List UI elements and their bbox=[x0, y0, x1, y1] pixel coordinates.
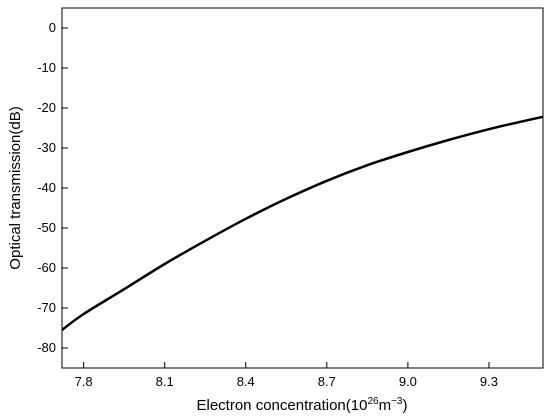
x-axis-title-close: ) bbox=[402, 397, 407, 414]
x-axis-title-exponent-1: 26 bbox=[367, 396, 379, 407]
x-axis-title-main: Electron concentration bbox=[197, 397, 346, 414]
y-tick-label: -40 bbox=[37, 180, 56, 195]
x-axis-ticks: 7.8 8.1 8.4 8.7 9.0 9.3 bbox=[75, 362, 498, 389]
x-axis-title: Electron concentration(1026m−3) bbox=[197, 396, 408, 414]
y-tick-label: -30 bbox=[37, 140, 56, 155]
y-tick-label: -70 bbox=[37, 300, 56, 315]
y-tick-label: -60 bbox=[37, 260, 56, 275]
y-axis-ticks: 0 -10 -20 -30 -40 -50 -60 -70 -80 bbox=[37, 20, 68, 355]
y-tick-label: -20 bbox=[37, 100, 56, 115]
plot-frame bbox=[61, 7, 544, 369]
x-tick-label: 8.7 bbox=[318, 374, 336, 389]
y-tick-label: 0 bbox=[49, 20, 56, 35]
y-axis-title: Optical transmission(dB) bbox=[7, 106, 24, 269]
x-tick-label: 8.1 bbox=[156, 374, 174, 389]
y-tick-label: -80 bbox=[37, 340, 56, 355]
x-tick-label: 8.4 bbox=[237, 374, 255, 389]
y-tick-label: -50 bbox=[37, 220, 56, 235]
x-tick-label: 9.0 bbox=[399, 374, 417, 389]
x-tick-label: 9.3 bbox=[480, 374, 498, 389]
series-line bbox=[61, 115, 544, 332]
x-tick-label: 7.8 bbox=[75, 374, 93, 389]
x-axis-title-unit: (10 bbox=[346, 397, 368, 414]
x-axis-title-exponent-2: −3 bbox=[391, 396, 403, 407]
y-tick-label: -10 bbox=[37, 60, 56, 75]
x-axis-title-unit-m: m bbox=[379, 397, 392, 414]
